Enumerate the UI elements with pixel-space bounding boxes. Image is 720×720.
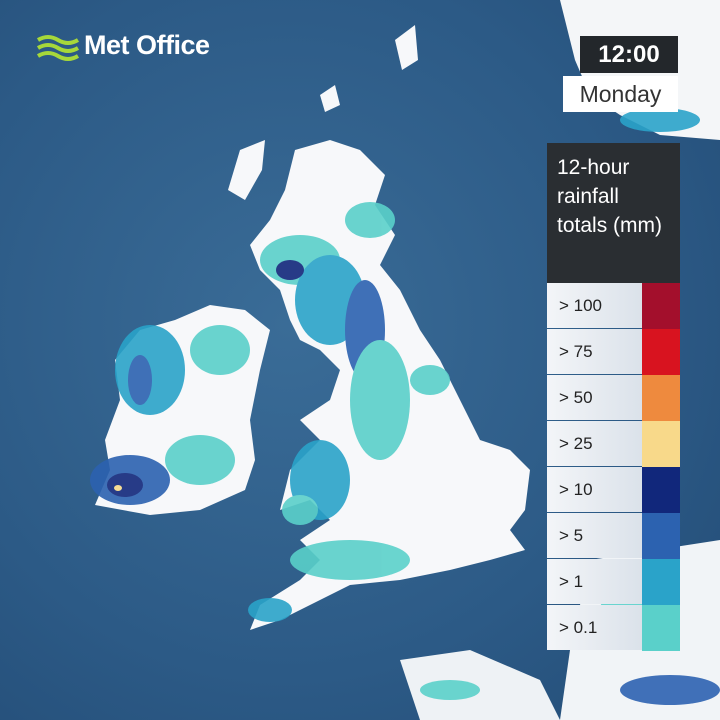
legend-swatch bbox=[642, 605, 680, 651]
legend-swatch bbox=[642, 329, 680, 375]
brand: Met Office bbox=[84, 30, 210, 60]
clock: 12:00 bbox=[580, 36, 678, 73]
day: Monday bbox=[563, 76, 678, 112]
legend-label: > 10 bbox=[547, 467, 642, 512]
island bbox=[395, 25, 418, 70]
legend-item: > 50 bbox=[547, 375, 680, 421]
legend-label: > 5 bbox=[547, 513, 642, 558]
legend-swatch bbox=[642, 559, 680, 605]
legend-item: > 10 bbox=[547, 467, 680, 513]
island bbox=[320, 85, 340, 112]
legend-label: > 0.1 bbox=[547, 605, 642, 650]
legend-label: > 75 bbox=[547, 329, 642, 374]
land bbox=[400, 650, 560, 720]
legend-swatch bbox=[642, 421, 680, 467]
legend-swatch bbox=[642, 375, 680, 421]
legend-label: > 100 bbox=[547, 283, 642, 328]
legend-swatch bbox=[642, 283, 680, 329]
legend-label: > 1 bbox=[547, 559, 642, 604]
rain bbox=[90, 108, 720, 705]
island bbox=[228, 140, 265, 200]
legend-label: > 50 bbox=[547, 375, 642, 420]
legend-label: > 25 bbox=[547, 421, 642, 466]
legend-swatch bbox=[642, 513, 680, 559]
legend-item: > 5 bbox=[547, 513, 680, 559]
legend-swatch bbox=[642, 467, 680, 513]
legend-item: > 1 bbox=[547, 559, 680, 605]
legend-item: > 100 bbox=[547, 283, 680, 329]
legend-item: > 75 bbox=[547, 329, 680, 375]
logo-icon bbox=[36, 35, 80, 61]
legend-item: > 0.1 bbox=[547, 605, 680, 651]
legend-item: > 25 bbox=[547, 421, 680, 467]
legend-title: 12-hour rainfall totals (mm) bbox=[547, 143, 680, 283]
